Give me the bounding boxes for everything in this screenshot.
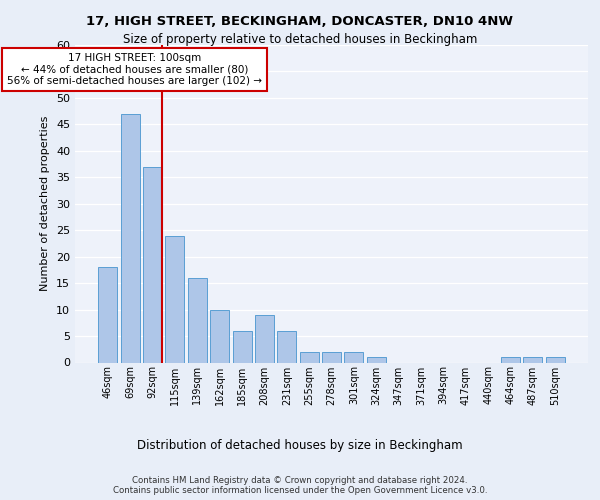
Text: 17 HIGH STREET: 100sqm
← 44% of detached houses are smaller (80)
56% of semi-det: 17 HIGH STREET: 100sqm ← 44% of detached… xyxy=(7,53,262,86)
Bar xyxy=(98,267,118,362)
Bar xyxy=(322,352,341,362)
Text: 17, HIGH STREET, BECKINGHAM, DONCASTER, DN10 4NW: 17, HIGH STREET, BECKINGHAM, DONCASTER, … xyxy=(86,15,514,28)
Text: Contains HM Land Registry data © Crown copyright and database right 2024.
Contai: Contains HM Land Registry data © Crown c… xyxy=(113,476,487,495)
Bar xyxy=(367,357,386,362)
Bar xyxy=(188,278,207,362)
Bar xyxy=(210,310,229,362)
Bar xyxy=(166,236,184,362)
Y-axis label: Number of detached properties: Number of detached properties xyxy=(40,116,50,292)
Bar xyxy=(255,315,274,362)
Bar xyxy=(545,357,565,362)
Bar xyxy=(121,114,140,362)
Bar xyxy=(344,352,364,362)
Bar xyxy=(143,166,162,362)
Bar xyxy=(233,331,251,362)
Bar xyxy=(501,357,520,362)
Bar xyxy=(277,331,296,362)
Bar xyxy=(299,352,319,362)
Text: Size of property relative to detached houses in Beckingham: Size of property relative to detached ho… xyxy=(123,32,477,46)
Text: Distribution of detached houses by size in Beckingham: Distribution of detached houses by size … xyxy=(137,440,463,452)
Bar xyxy=(523,357,542,362)
